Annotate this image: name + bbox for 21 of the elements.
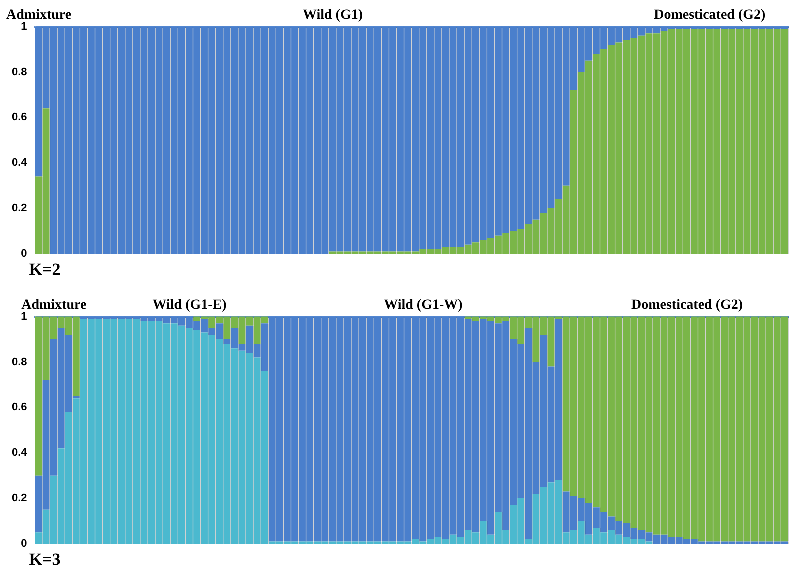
y-tick-label: 0.4	[12, 447, 28, 460]
x-tick-label: Wild (G1)	[302, 8, 364, 24]
x-axis-title: K=2	[29, 260, 61, 279]
y-tick-label: 1	[21, 20, 28, 33]
y-tick-label: 0.2	[12, 202, 28, 215]
y-tick-label: 0.2	[12, 492, 28, 505]
x-tick-label: Domesticated (G2)	[654, 8, 766, 24]
y-tick-label: 0.6	[12, 402, 28, 414]
y-tick-label: 0.8	[12, 356, 28, 368]
x-tick-label: Domesticated (G2)	[631, 298, 744, 314]
x-axis-title: K=3	[29, 550, 61, 569]
y-tick-label: 0	[21, 538, 28, 550]
x-tick-label: Admixture	[22, 298, 87, 314]
y-tick-label: 0.6	[12, 112, 28, 124]
x-tick-label: Wild (G1-E)	[152, 298, 228, 314]
y-tick-label: 0.4	[12, 157, 28, 170]
y-tick-label: 0	[21, 248, 28, 260]
x-tick-label: Admixture	[6, 8, 72, 24]
y-tick-label: 1	[21, 310, 28, 323]
x-tick-label: Wild (G1-W)	[384, 298, 464, 314]
y-tick-label: 0.8	[12, 66, 28, 78]
